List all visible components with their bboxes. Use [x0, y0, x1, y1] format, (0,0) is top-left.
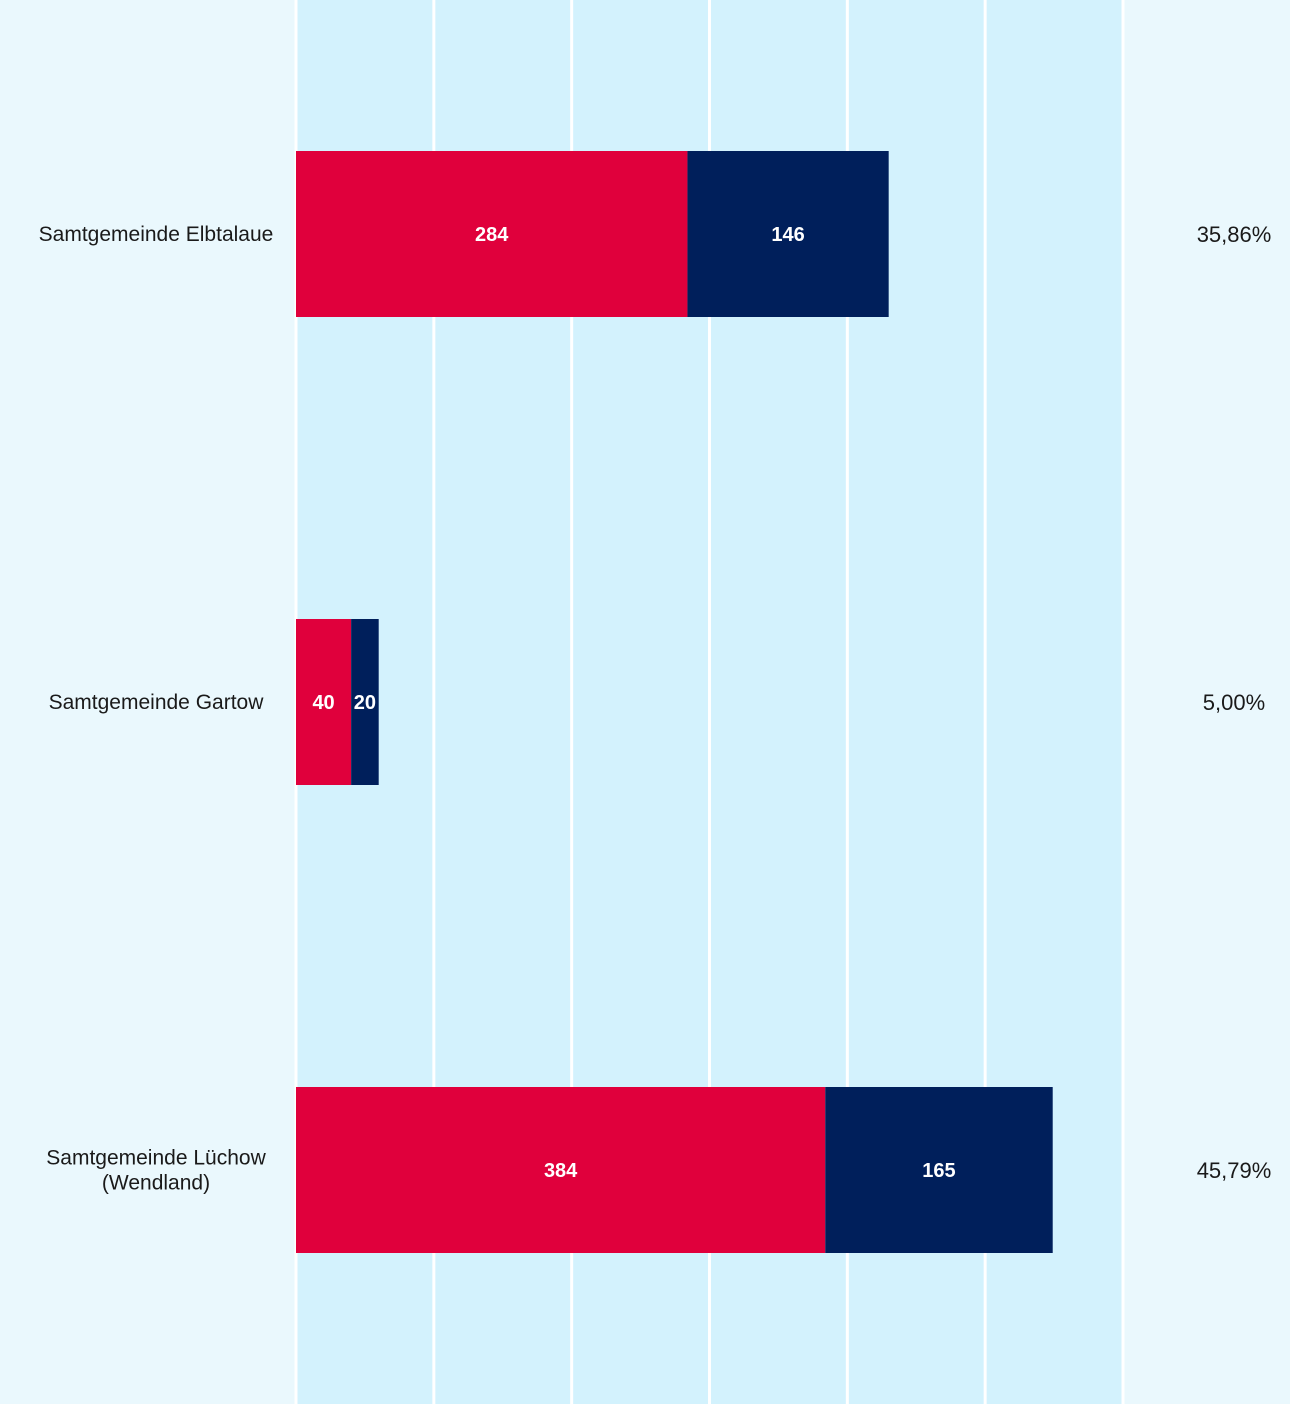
category-label: Samtgemeinde Elbtalaue: [39, 223, 274, 246]
bar-segment-2: [351, 619, 379, 785]
bar-segment-1: [296, 619, 352, 785]
bar-value-label: 165: [922, 1160, 955, 1182]
category-label: Samtgemeinde Lüchow: [46, 1147, 266, 1170]
bar-segment-2: [687, 151, 889, 317]
bar-value-label: 40: [312, 692, 334, 714]
bar-segment-1: [296, 151, 688, 317]
percentage-label: 5,00%: [1203, 690, 1265, 715]
percentage-labels: 35,86% 5,00% 45,79%: [1197, 222, 1272, 1183]
bar-segment-1: [296, 1087, 826, 1253]
category-label: (Wendland): [102, 1172, 210, 1195]
bar-value-label: 146: [771, 224, 804, 246]
category-labels: Samtgemeinde Elbtalaue Samtgemeinde Garto…: [39, 223, 274, 1195]
percentage-label: 35,86%: [1197, 222, 1272, 247]
bar-value-label: 384: [544, 1160, 578, 1182]
bar-segment-2: [825, 1087, 1053, 1253]
percentage-label: 45,79%: [1197, 1158, 1272, 1183]
category-label: Samtgemeinde Gartow: [49, 691, 265, 714]
bar-value-label: 284: [475, 224, 509, 246]
bar-value-label: 20: [354, 692, 376, 714]
bars: 284 146 40 20 384 165: [296, 151, 1053, 1253]
